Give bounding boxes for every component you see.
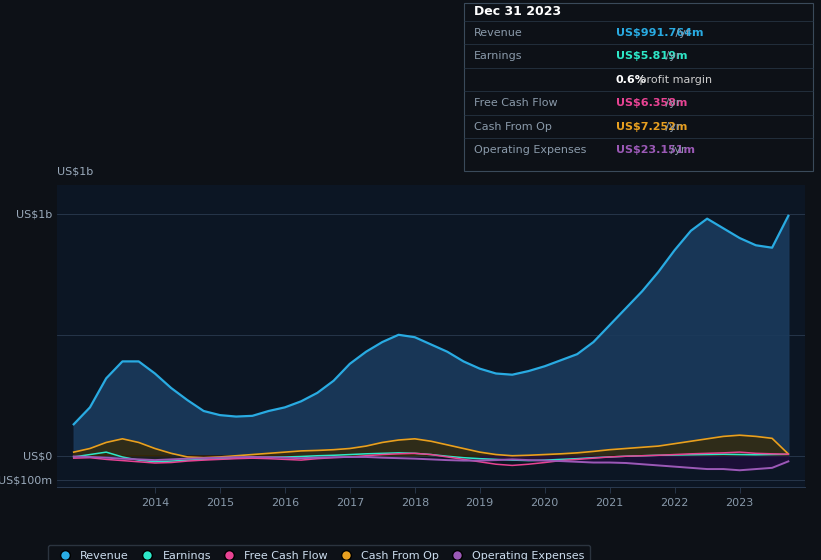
- Text: US$1b: US$1b: [57, 166, 94, 176]
- Text: Dec 31 2023: Dec 31 2023: [474, 5, 561, 18]
- Text: US$7.252m: US$7.252m: [616, 122, 687, 132]
- Text: /yr: /yr: [667, 146, 686, 156]
- Text: Free Cash Flow: Free Cash Flow: [474, 99, 557, 109]
- Text: Operating Expenses: Operating Expenses: [474, 146, 586, 156]
- Text: /yr: /yr: [662, 122, 680, 132]
- Text: /yr: /yr: [662, 99, 680, 109]
- Text: Earnings: Earnings: [474, 52, 522, 62]
- Text: US$991.764m: US$991.764m: [616, 28, 704, 38]
- Text: Cash From Op: Cash From Op: [474, 122, 552, 132]
- Text: /yr: /yr: [662, 52, 680, 62]
- Text: US$5.819m: US$5.819m: [616, 52, 687, 62]
- Text: /yr: /yr: [672, 28, 690, 38]
- Text: Revenue: Revenue: [474, 28, 522, 38]
- Text: profit margin: profit margin: [636, 75, 713, 85]
- Legend: Revenue, Earnings, Free Cash Flow, Cash From Op, Operating Expenses: Revenue, Earnings, Free Cash Flow, Cash …: [48, 545, 590, 560]
- Text: US$23.151m: US$23.151m: [616, 146, 695, 156]
- Text: 0.6%: 0.6%: [616, 75, 647, 85]
- Text: US$6.358m: US$6.358m: [616, 99, 687, 109]
